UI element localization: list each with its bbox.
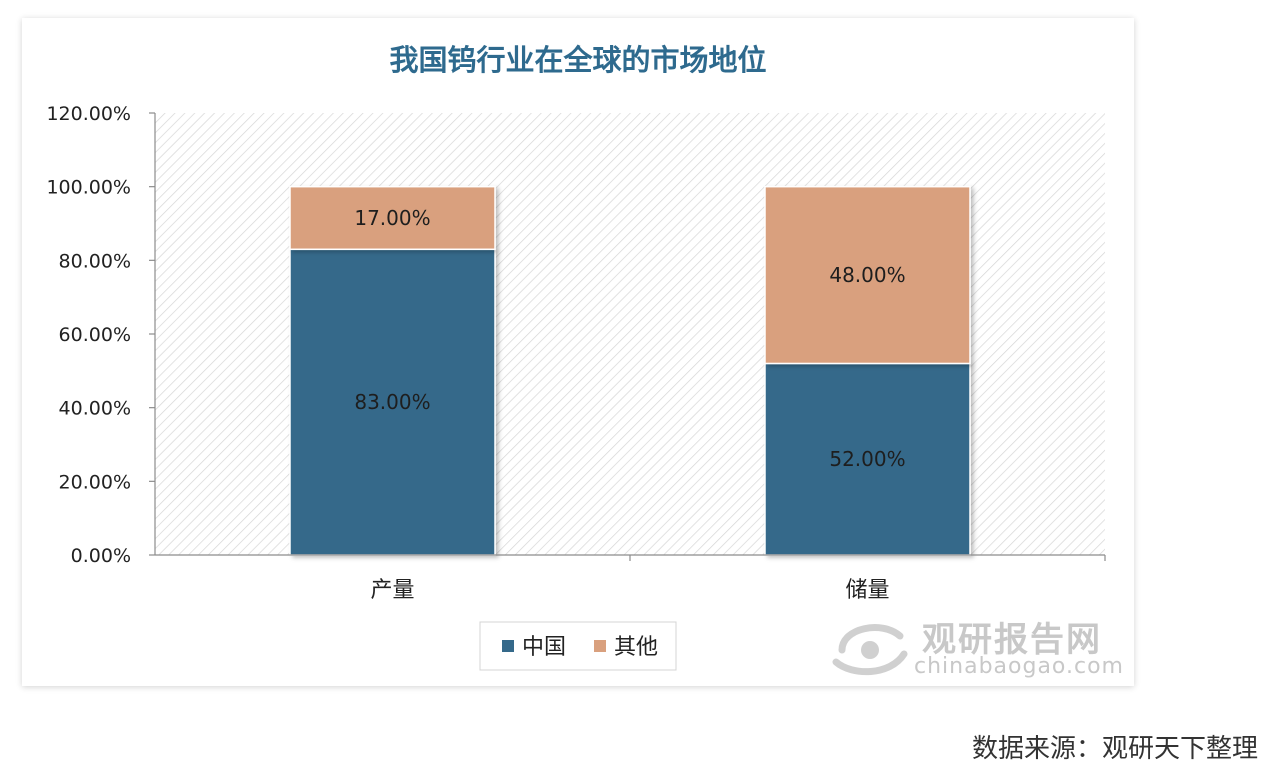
y-tick-label: 40.00% (59, 398, 131, 420)
legend-label: 中国 (522, 635, 566, 660)
data-label: 83.00% (354, 390, 430, 414)
y-tick-label: 0.00% (71, 545, 131, 567)
data-label: 52.00% (829, 447, 905, 471)
y-tick-label: 80.00% (59, 250, 131, 272)
x-tick-label: 产量 (370, 578, 414, 603)
legend-label: 其他 (614, 635, 658, 660)
y-tick-label: 60.00% (59, 324, 131, 346)
watermark: 观研报告网 chinabaogao.com (822, 610, 1142, 690)
chart-title: 我国钨行业在全球的市场地位 (389, 43, 766, 77)
watermark-url: chinabaogao.com (914, 654, 1124, 679)
x-tick-label: 储量 (845, 578, 889, 603)
watermark-logo-icon (832, 624, 908, 676)
y-tick-label: 20.00% (59, 471, 131, 493)
watermark-brand: 观研报告网 (922, 620, 1102, 660)
legend-swatch (502, 640, 514, 652)
y-tick-label: 120.00% (46, 103, 131, 125)
data-label: 17.00% (354, 206, 430, 230)
legend: 中国 其他 (479, 621, 677, 671)
data-label: 48.00% (829, 263, 905, 287)
y-axis-ticks: 0.00% 20.00% 40.00% 60.00% 80.00% 100.00% 120.… (46, 103, 155, 567)
chart-card: 我国钨行业在全球的市场地位 0.00% 20.00% 40.00% 60.00% 80.… (22, 18, 1134, 686)
source-note: 数据来源：观研天下整理 (971, 734, 1258, 764)
bars: 83.00% 17.00% 52.00% 48.00% (289, 185, 971, 556)
bar-segment-其他 (289, 185, 496, 251)
x-axis-labels: 产量 储量 (370, 555, 1106, 603)
y-tick-label: 100.00% (46, 177, 131, 199)
bar-segment-其他 (764, 185, 971, 365)
legend-swatch (594, 640, 606, 652)
chart-svg: 我国钨行业在全球的市场地位 0.00% 20.00% 40.00% 60.00% 80.… (46, 43, 1106, 671)
